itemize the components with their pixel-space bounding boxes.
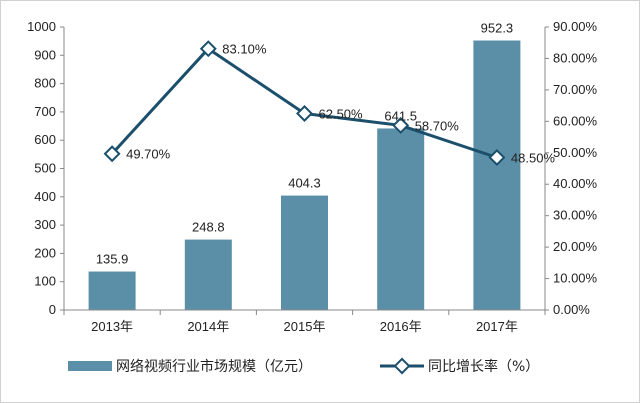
y-right-tick-label-0: 0.00%	[553, 302, 590, 317]
bar-1	[184, 239, 232, 310]
y-left-tick-label-5: 500	[34, 161, 56, 176]
x-tick-label-2: 2015年	[284, 319, 326, 334]
line-value-label-3: 58.70%	[415, 118, 460, 133]
legend-line-label: 同比增长率（%）	[428, 358, 539, 375]
bar-value-label-4: 952.3	[481, 20, 514, 35]
x-tick-label-4: 2017年	[476, 319, 518, 334]
x-tick-label-0: 2013年	[91, 319, 133, 334]
y-right-tick-label-9: 90.00%	[553, 19, 598, 34]
y-left-tick-label-2: 200	[34, 245, 56, 260]
y-left-tick-label-9: 900	[34, 47, 56, 62]
bar-3	[377, 128, 425, 310]
axes-group: 0 100 200 300 400 500 600 700 800 900 1000 0.00% 10.…	[27, 19, 597, 334]
line-value-label-1: 83.10%	[222, 42, 267, 57]
y-right-tick-label-2: 20.00%	[553, 239, 598, 254]
y-left-tick-label-0: 0	[49, 302, 56, 317]
line-value-label-0: 49.70%	[126, 147, 171, 162]
legend-bar-label: 网络视频行业市场规模（亿元）	[116, 358, 312, 375]
bar-0	[88, 271, 136, 310]
bar-value-label-1: 248.8	[192, 220, 225, 235]
line-point-0	[103, 145, 121, 163]
legend-bar-swatch	[68, 361, 112, 371]
data-labels-group: 135.9 248.8 404.3 641.5 952.3 49.70% 83.10% 62.…	[96, 20, 556, 266]
line-value-label-2: 62.50%	[319, 106, 364, 121]
y-left-tick-label-10: 1000	[27, 19, 56, 34]
line-point-1	[199, 40, 217, 58]
line-value-label-4: 48.50%	[511, 150, 556, 165]
line-series-group	[103, 40, 506, 166]
y-left-tick-label-6: 600	[34, 132, 56, 147]
bar-value-label-2: 404.3	[288, 176, 321, 191]
bar-4	[473, 40, 521, 311]
legend-line-marker	[393, 357, 411, 375]
line-point-4	[488, 149, 506, 166]
y-left-tick-label-7: 700	[34, 104, 56, 119]
y-left-tick-label-3: 300	[34, 217, 56, 232]
x-tick-label-3: 2016年	[380, 319, 422, 334]
bar-series-group	[88, 40, 521, 311]
y-left-tick-label-4: 400	[34, 189, 56, 204]
y-right-tick-label-1: 10.00%	[553, 271, 598, 286]
legend: 网络视频行业市场规模（亿元） 同比增长率（%）	[68, 357, 539, 375]
line-point-3	[392, 116, 410, 134]
y-right-tick-label-3: 30.00%	[553, 208, 598, 223]
y-right-tick-label-7: 70.00%	[553, 82, 598, 97]
line-point-2	[296, 104, 313, 122]
y-right-tick-label-5: 50.00%	[553, 145, 598, 160]
y-right-tick-label-4: 40.00%	[553, 176, 598, 191]
y-right-tick-label-6: 60.00%	[553, 113, 598, 128]
y-left-tick-label-1: 100	[34, 274, 56, 289]
x-tick-label-1: 2014年	[187, 319, 229, 334]
y-left-tick-label-8: 800	[34, 76, 56, 91]
bar-value-label-3: 641.5	[384, 108, 417, 123]
bar-2	[281, 195, 328, 310]
y-right-tick-label-8: 80.00%	[553, 50, 598, 65]
bar-value-label-0: 135.9	[96, 252, 129, 267]
